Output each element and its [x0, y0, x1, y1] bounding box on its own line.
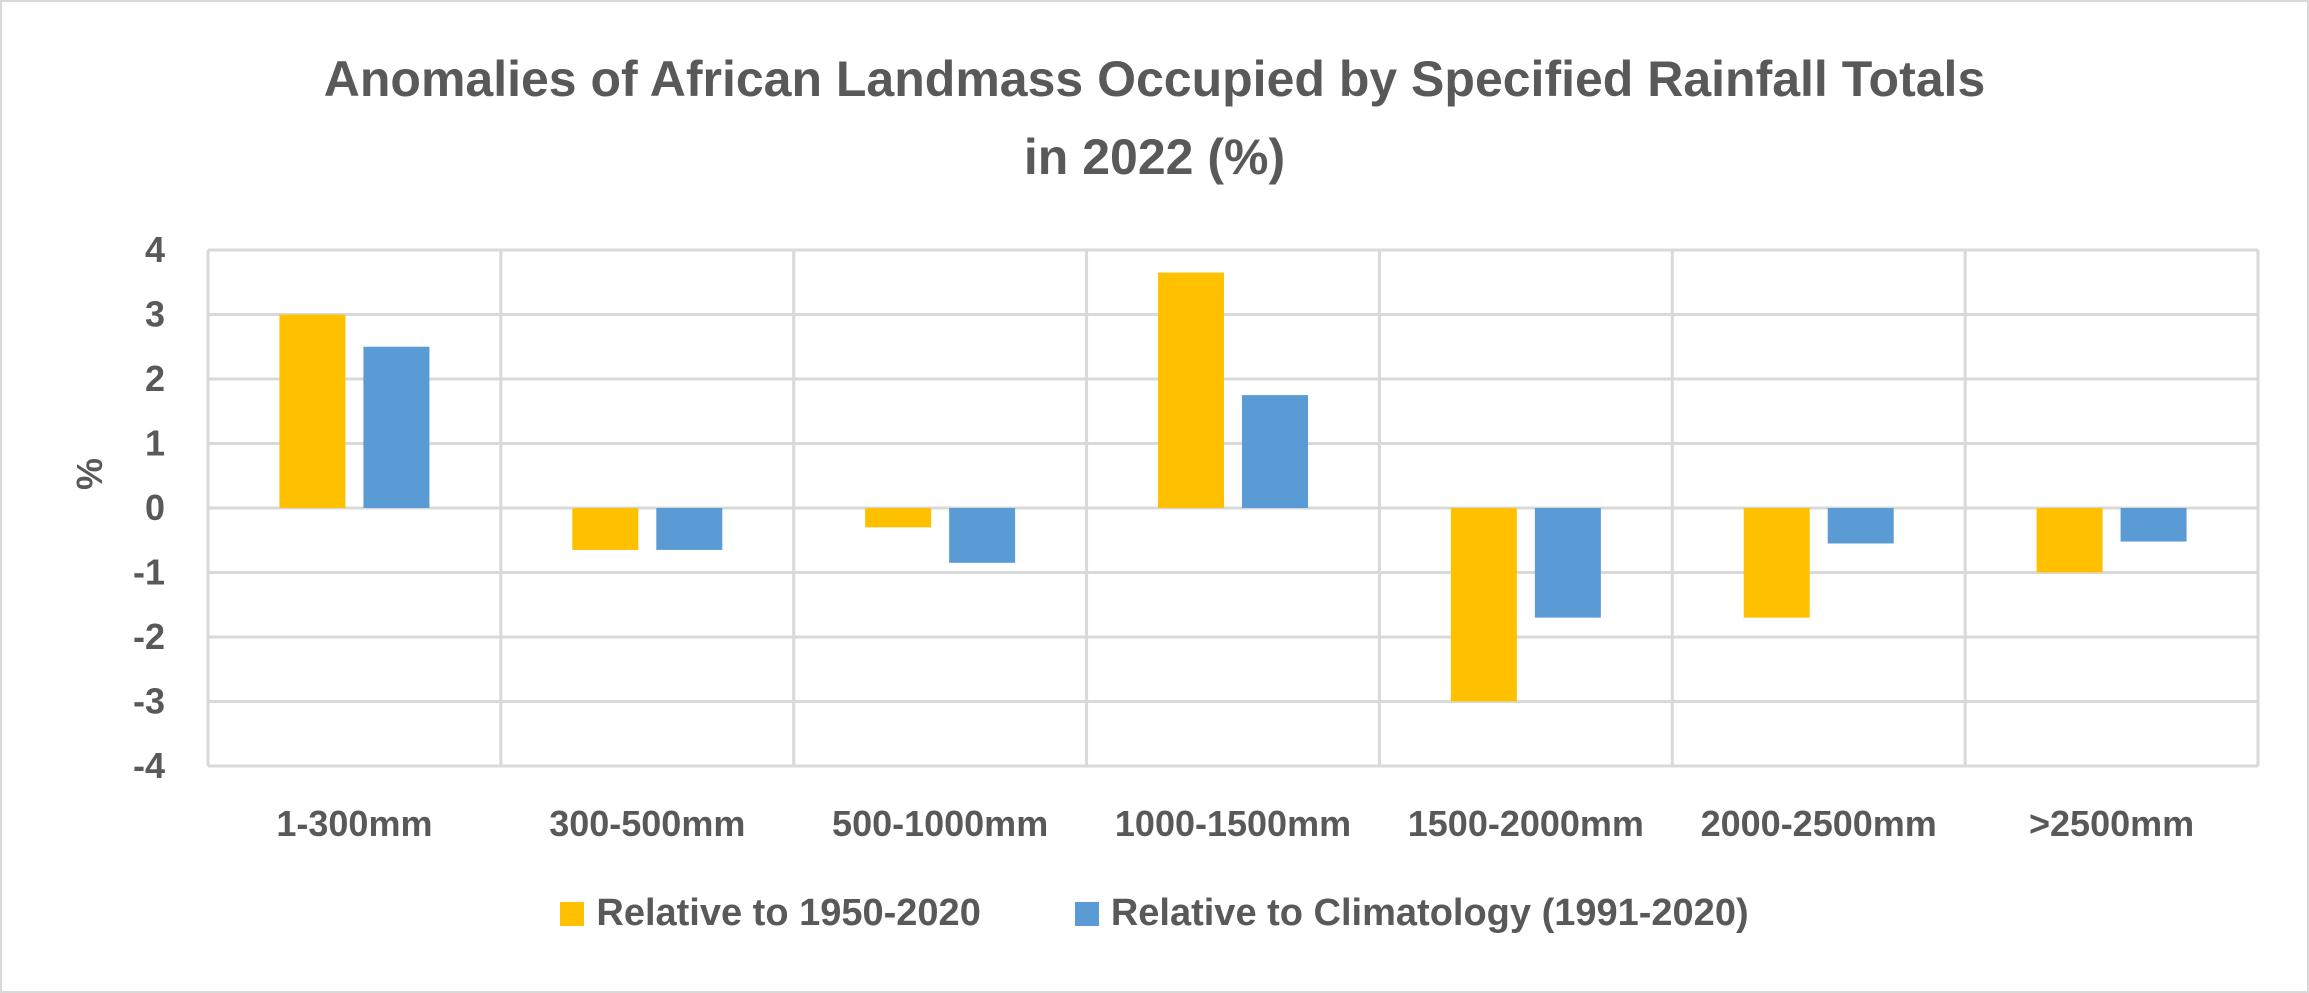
bar-series-2-4	[1534, 508, 1601, 618]
bar-series-1-0	[279, 314, 346, 508]
bar-series-1-3	[1158, 272, 1224, 508]
bar-series-2-0	[363, 346, 430, 508]
plot-area: 4 3 2 1 0 -1 -2 -3 -4 1-300mm 300-500mm 500-1000mm 1…	[133, 229, 2260, 844]
bar-series-1-2	[865, 508, 932, 528]
y-tick-label-6: -2	[133, 616, 165, 657]
chart-title-line-1: Anomalies of African Landmass Occupied b…	[323, 51, 1986, 107]
y-tick-label-8: -4	[133, 745, 165, 786]
y-tick-label-1: 3	[145, 294, 165, 335]
y-tick-label-0: 4	[145, 229, 165, 270]
bar-series-1-6	[2036, 508, 2103, 573]
x-tick-label-0: 1-300mm	[276, 803, 432, 844]
bar-series-2-2	[949, 508, 1016, 563]
y-tick-label-5: -1	[133, 552, 165, 593]
y-tick-label-4: 0	[145, 487, 165, 528]
legend-item-series-2: Relative to Climatology (1991-2020)	[1074, 892, 1749, 935]
bar-series-1-5	[1743, 508, 1810, 618]
bar-series-2-6	[2120, 508, 2187, 542]
bar-series-2-5	[1827, 508, 1894, 544]
bar-series-2-3	[1242, 395, 1308, 508]
bar-series-2-1	[656, 508, 723, 550]
legend-swatch-series-2	[1074, 901, 1099, 926]
bar-series-1-4	[1450, 508, 1517, 702]
legend-item-series-1: Relative to 1950-2020	[560, 892, 981, 935]
legend-swatch-series-1	[560, 901, 585, 926]
x-tick-label-5: 2000-2500mm	[1701, 803, 1937, 844]
y-tick-label-2: 2	[145, 358, 165, 399]
chart-title-line-2: in 2022 (%)	[1023, 129, 1286, 185]
bar-series-1-1	[572, 508, 639, 550]
y-tick-label-7: -3	[133, 681, 165, 722]
x-tick-label-4: 1500-2000mm	[1408, 803, 1644, 844]
x-tick-label-2: 500-1000mm	[832, 803, 1048, 844]
x-tick-label-1: 300-500mm	[549, 803, 745, 844]
x-tick-label-3: 1000-1500mm	[1115, 803, 1351, 844]
x-tick-label-6: >2500mm	[2029, 803, 2194, 844]
legend-label-series-1: Relative to 1950-2020	[596, 892, 981, 934]
y-tick-label-3: 1	[145, 423, 165, 464]
chart-title: Anomalies of African Landmass Occupied b…	[0, 40, 2309, 196]
legend: Relative to 1950-2020 Relative to Climat…	[0, 892, 2309, 935]
legend-label-series-2: Relative to Climatology (1991-2020)	[1110, 892, 1749, 934]
